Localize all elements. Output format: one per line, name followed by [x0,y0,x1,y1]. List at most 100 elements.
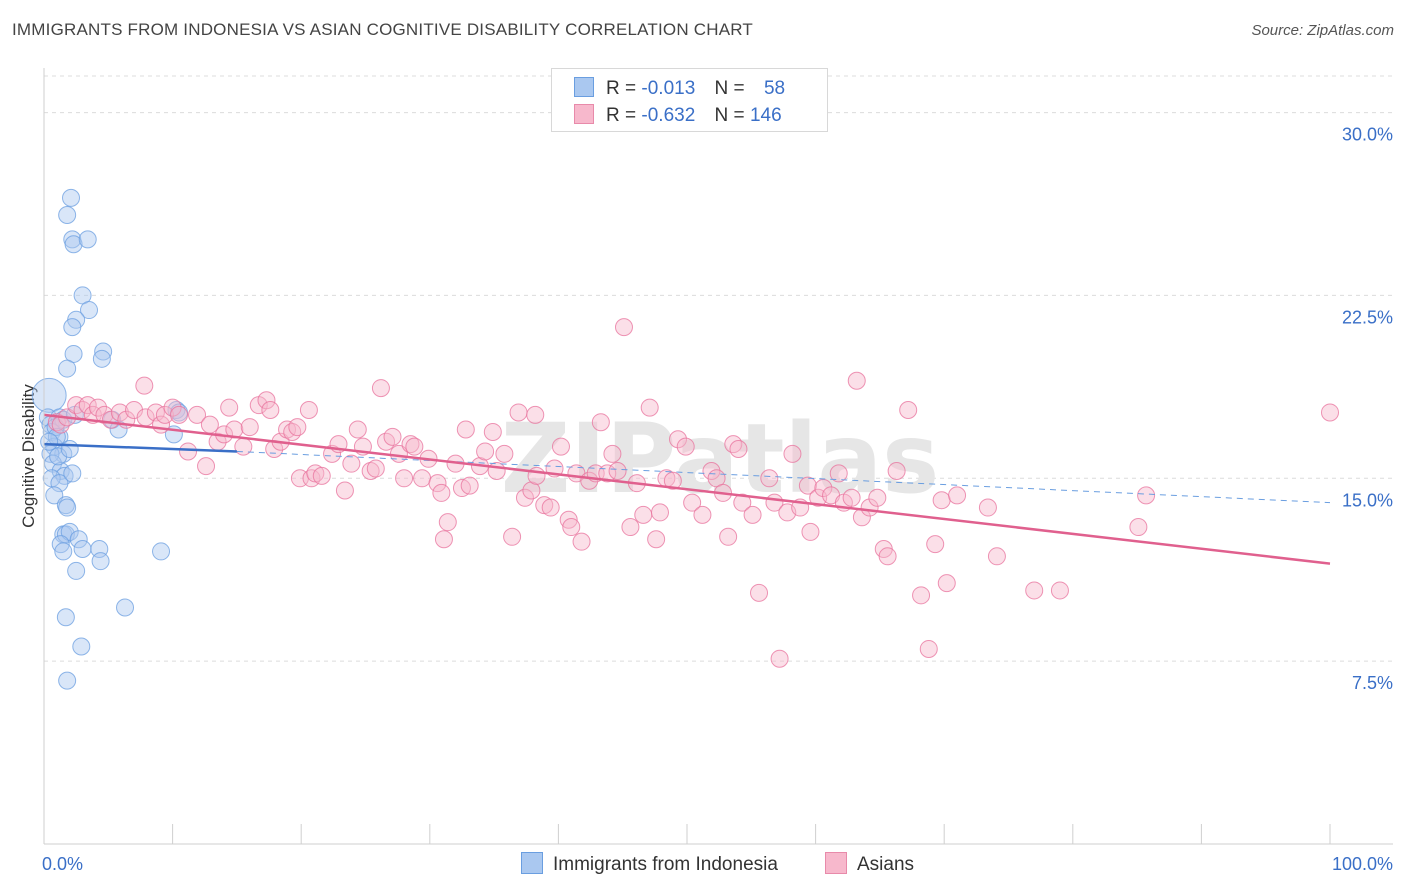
trend-layer [43,413,1331,565]
data-point-asians [912,586,931,605]
data-point-asians [348,420,367,439]
data-point-asians [842,488,861,507]
data-point-asians [371,379,390,398]
data-point-asians [770,649,789,668]
data-point-asians [668,430,687,449]
data-point-asians [683,493,702,512]
data-point-asians [719,527,738,546]
data-point-asians [432,483,451,502]
bottom-legend-swatch-indonesia [521,852,543,874]
data-point-asians [197,457,216,476]
r-label: R = [606,105,637,126]
data-point-indonesia [58,498,77,517]
data-point-asians [503,527,522,546]
data-point-asians [829,464,848,483]
data-point-asians [456,420,475,439]
data-point-asians [460,476,479,495]
source-credit: Source: ZipAtlas.com [1251,22,1394,39]
data-point-asians [693,505,712,524]
y-tick-label: 22.5% [1342,307,1393,327]
data-point-asians [551,437,570,456]
data-point-indonesia [40,432,59,451]
data-point-asians [948,486,967,505]
data-point-asians [413,469,432,488]
data-point-asians [647,530,666,549]
data-point-asians [899,401,918,420]
n-value-asians: 146 [749,105,782,126]
data-point-asians [801,522,820,541]
data-point-asians [614,318,633,337]
data-point-indonesia [62,188,81,207]
data-point-asians [495,444,514,463]
data-point-indonesia [56,608,75,627]
data-point-asians [527,466,546,485]
data-point-indonesia [58,359,77,378]
r-value-indonesia: -0.013 [641,78,696,99]
bottom-legend-label-indonesia: Immigrants from Indonesia [553,854,778,875]
data-point-asians [760,469,779,488]
data-point-asians [868,488,887,507]
data-point-asians [932,491,951,510]
n-value-indonesia: 58 [763,78,786,99]
data-point-asians [562,518,581,537]
data-point-asians [383,427,402,446]
data-point-asians [663,471,682,490]
data-point-asians [509,403,528,422]
data-point-asians [603,444,622,463]
data-point-indonesia [80,301,99,320]
trend-line-asians [43,413,1331,565]
data-point-asians [650,503,669,522]
legend-row-asians: R = -0.632 N = 146 [574,104,782,127]
data-point-indonesia [91,552,110,571]
bottom-legend-label-asians: Asians [857,854,915,875]
data-point-asians [522,481,541,500]
legend-swatch-asians [574,104,594,124]
data-point-asians [733,493,752,512]
data-point-asians [724,435,743,454]
data-point-asians [179,442,198,461]
data-point-asians [170,405,189,424]
data-point-asians [878,547,897,566]
data-point-asians [257,391,276,410]
data-point-asians [283,422,302,441]
data-point-asians [366,459,385,478]
data-point-asians [438,513,457,532]
x-tick-label-min: 0.0% [42,854,83,874]
trend-line-indonesia [43,442,237,453]
data-point-asians [743,505,762,524]
data-point-indonesia [54,542,73,561]
data-point-asians [405,437,424,456]
data-point-indonesia [73,539,92,558]
watermark: ZIPatlas [501,403,940,515]
data-point-asians [526,405,545,424]
x-tick-label-max: 100.0% [1332,854,1393,874]
data-point-asians [515,488,534,507]
data-point-indonesia [58,205,77,224]
data-point-asians [1321,403,1339,422]
data-point-indonesia [49,447,68,466]
data-point-asians [110,403,129,422]
data-point-indonesia [60,522,79,541]
data-point-asians [78,396,97,415]
data-point-indonesia [50,474,69,493]
data-point-asians [729,440,748,459]
data-point-indonesia [45,486,64,505]
data-point-indonesia [72,637,91,656]
bottom-legend-indonesia: Immigrants from Indonesia [521,852,778,876]
data-point-indonesia [94,342,113,361]
data-point-asians [342,454,361,473]
data-point-indonesia [69,530,88,549]
data-point-indonesia [58,671,77,690]
data-point-asians [919,639,938,658]
chart-title: IMMIGRANTS FROM INDONESIA VS ASIAN COGNI… [12,20,753,39]
data-point-asians [240,418,259,437]
data-point-asians [428,474,447,493]
data-point-asians [335,481,354,500]
data-point-asians [572,532,591,551]
data-point-asians [487,461,506,480]
data-point-asians [978,498,997,517]
legend-swatch-indonesia [574,77,594,97]
n-label: N = [714,105,745,126]
y-tick-label: 7.5% [1352,673,1393,693]
